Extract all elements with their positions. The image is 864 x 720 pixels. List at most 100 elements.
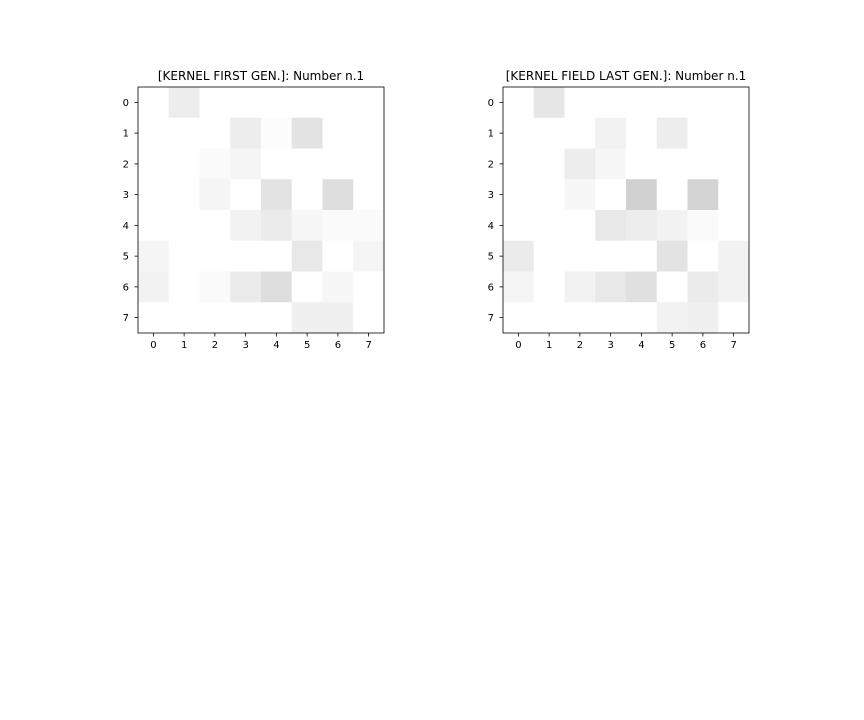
heatmap-cell-r5-c1 [168,240,200,272]
heatmap-cell-r6-c3 [595,271,627,303]
chart-title: [KERNEL FIRST GEN.]: Number n.1 [158,69,364,83]
heatmap-cell-r1-c7 [353,117,385,149]
heatmap-cell-r7-c4 [626,302,658,334]
heatmap-cell-r2-c1 [533,148,565,180]
axes-frame [502,86,750,334]
y-tick-label: 6 [488,282,494,293]
heatmap-cell-r6-c6 [322,271,354,303]
heatmap-cell-r7-c6 [322,302,354,334]
heatmap-cell-r4-c4 [261,210,293,242]
heatmap-cell-r2-c7 [353,148,385,180]
heatmap-cell-r1-c3 [595,117,627,149]
heatmap-cell-r5-c4 [261,240,293,272]
heatmap-cell-r1-c0 [503,117,535,149]
y-tick-label: 5 [488,252,494,263]
heatmap-cell-r2-c3 [230,148,262,180]
heatmap-cell-r2-c3 [595,148,627,180]
heatmap-cell-r1-c2 [564,117,596,149]
heatmap-cell-r6-c7 [718,271,750,303]
heatmap-cell-r7-c7 [718,302,750,334]
heatmap-cell-r1-c1 [533,117,565,149]
heatmap-cell-r6-c1 [168,271,200,303]
heatmap-cell-r1-c5 [291,117,323,149]
heatmap-cell-r6-c4 [626,271,658,303]
heatmap-cell-r0-c5 [291,87,323,119]
heatmap-cell-r6-c5 [291,271,323,303]
y-tick-label: 6 [123,282,129,293]
heatmap-cell-r5-c3 [230,240,262,272]
heatmap-cell-r2-c7 [718,148,750,180]
heatmap-cell-r4-c1 [168,210,200,242]
heatmap-cell-r7-c7 [353,302,385,334]
y-tick-label: 4 [123,221,129,232]
y-tick-label: 4 [488,221,494,232]
x-tick-label: 6 [335,340,341,351]
heatmap-panel-kernel-first-gen: [KERNEL FIRST GEN.]: Number n.1 0 1 2 3 4 5 6 7 0… [123,69,385,351]
y-tick-label: 2 [123,159,129,170]
heatmap-cell-r4-c6 [322,210,354,242]
heatmap-cell-r3-c3 [230,179,262,211]
y-tick-label: 3 [488,190,494,201]
heatmap-cell-r3-c2 [199,179,231,211]
heatmap-cell-r4-c0 [138,210,170,242]
heatmap-cell-r1-c1 [168,117,200,149]
heatmap-cell-r7-c1 [533,302,565,334]
heatmap-cell-r6-c0 [503,271,535,303]
heatmap-cell-r3-c4 [261,179,293,211]
heatmap-cell-r2-c2 [199,148,231,180]
heatmap-cell-r0-c7 [353,87,385,119]
y-tick-label: 7 [488,313,494,324]
heatmap-cell-r2-c0 [503,148,535,180]
heatmap-cell-r0-c4 [626,87,658,119]
heatmap-cell-r3-c1 [168,179,200,211]
heatmap-cell-r4-c6 [687,210,719,242]
x-tick-label: 4 [638,340,644,351]
heatmap-cell-r3-c5 [656,179,688,211]
x-tick-label: 1 [546,340,552,351]
heatmap-cell-r5-c4 [626,240,658,272]
heatmap-cell-r0-c3 [230,87,262,119]
heatmap-cell-r2-c4 [626,148,658,180]
heatmap-cell-r5-c7 [353,240,385,272]
heatmap-cell-r6-c6 [687,271,719,303]
heatmap-cell-r1-c2 [199,117,231,149]
heatmap-cell-r0-c0 [138,87,170,119]
x-tick-label: 1 [181,340,187,351]
heatmap-cell-r0-c2 [199,87,231,119]
heatmap-cell-r3-c0 [138,179,170,211]
x-tick-label: 2 [212,340,218,351]
heatmap-cell-r0-c1 [168,87,200,119]
x-tick-label: 7 [365,340,371,351]
heatmap-cell-r3-c7 [353,179,385,211]
heatmap-cell-r0-c7 [718,87,750,119]
heatmap-cell-r5-c1 [533,240,565,272]
heatmap-cell-r3-c6 [322,179,354,211]
heatmap-cell-r4-c4 [626,210,658,242]
y-tick-label: 0 [123,98,129,109]
heatmap-cell-r0-c6 [687,87,719,119]
heatmap-cell-r0-c2 [564,87,596,119]
heatmap-cell-r5-c6 [322,240,354,272]
x-tick-label: 2 [577,340,583,351]
heatmap-cell-r4-c2 [564,210,596,242]
heatmap-cell-r1-c7 [718,117,750,149]
heatmap-cell-r5-c6 [687,240,719,272]
heatmap-cell-r5-c0 [138,240,170,272]
heatmap-cell-r1-c5 [656,117,688,149]
heatmap-cell-r1-c4 [626,117,658,149]
heatmap-cell-r2-c6 [687,148,719,180]
heatmap-cell-r7-c4 [261,302,293,334]
heatmap-cell-r5-c5 [656,240,688,272]
heatmap-cell-r3-c5 [291,179,323,211]
heatmap-cell-r6-c5 [656,271,688,303]
heatmap-cell-r4-c5 [291,210,323,242]
heatmap-cell-r6-c2 [199,271,231,303]
heatmap-cell-r6-c1 [533,271,565,303]
heatmap-cell-r4-c7 [718,210,750,242]
axes-frame [137,86,385,334]
heatmap-cell-r3-c1 [533,179,565,211]
x-tick-label: 4 [273,340,279,351]
heatmap-cell-r7-c2 [564,302,596,334]
heatmap-cell-r1-c4 [261,117,293,149]
